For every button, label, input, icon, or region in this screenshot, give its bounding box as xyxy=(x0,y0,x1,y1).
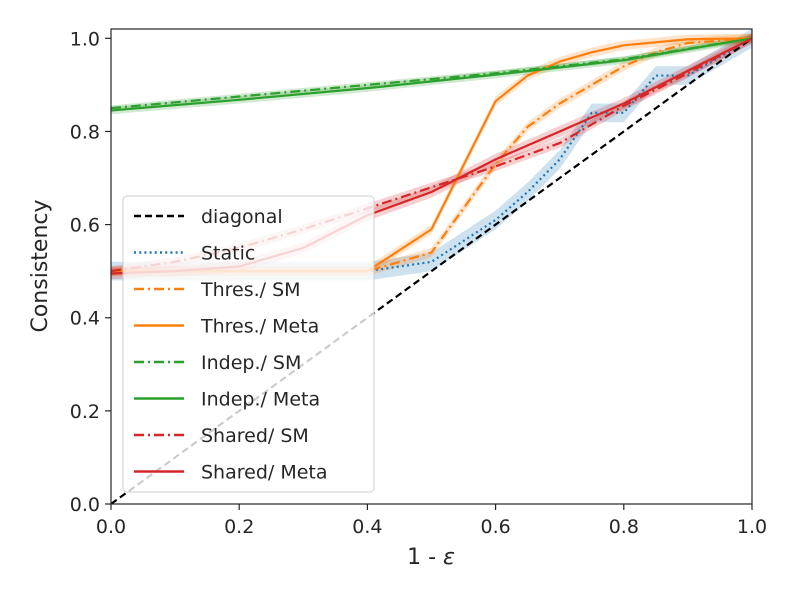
legend-label-thres-meta: Thres./ Meta xyxy=(200,316,319,338)
legend-label-static: Static xyxy=(201,243,255,265)
y-axis-label: Consistency xyxy=(28,199,53,332)
y-axis: 0.0 0.2 0.4 0.6 0.8 1.0 xyxy=(70,28,111,516)
x-tick-label: 0.6 xyxy=(480,516,510,538)
y-tick-label: 0.0 xyxy=(70,494,100,516)
x-tick-label: 0.8 xyxy=(609,516,639,538)
static-line xyxy=(111,37,752,273)
y-tick-label: 0.4 xyxy=(70,308,100,330)
legend: diagonal Static Thres./ SM Thres./ Meta Inde… xyxy=(122,195,375,493)
x-axis-label: 1 - ε xyxy=(407,545,455,570)
legend-label-shared-sm: Shared/ SM xyxy=(201,425,309,447)
legend-label-indep-sm: Indep./ SM xyxy=(201,352,301,374)
legend-label-diagonal: diagonal xyxy=(201,206,283,228)
x-tick-label: 1.0 xyxy=(737,516,767,538)
epsilon-symbol: ε xyxy=(443,545,455,570)
x-tick-label: 0.0 xyxy=(96,516,126,538)
indep-sm-band xyxy=(111,35,752,111)
y-tick-label: 0.6 xyxy=(70,215,100,237)
legend-label-indep-meta: Indep./ Meta xyxy=(201,389,320,411)
indep-sm-line xyxy=(111,37,752,110)
plot-frame xyxy=(110,28,753,505)
y-tick-label: 0.2 xyxy=(70,401,100,423)
legend-label-shared-meta: Shared/ Meta xyxy=(201,462,328,484)
x-axis: 0.0 0.2 0.4 0.6 0.8 1.0 xyxy=(96,504,767,538)
legend-label-thres-sm: Thres./ SM xyxy=(200,279,301,301)
legend-frame xyxy=(122,195,375,493)
y-tick-label: 1.0 xyxy=(70,28,100,50)
thres-sm-line xyxy=(111,37,752,273)
x-tick-label: 0.4 xyxy=(352,516,382,538)
y-tick-label: 0.8 xyxy=(70,121,100,143)
indep-meta-line xyxy=(111,37,752,112)
x-tick-label: 0.2 xyxy=(224,516,254,538)
